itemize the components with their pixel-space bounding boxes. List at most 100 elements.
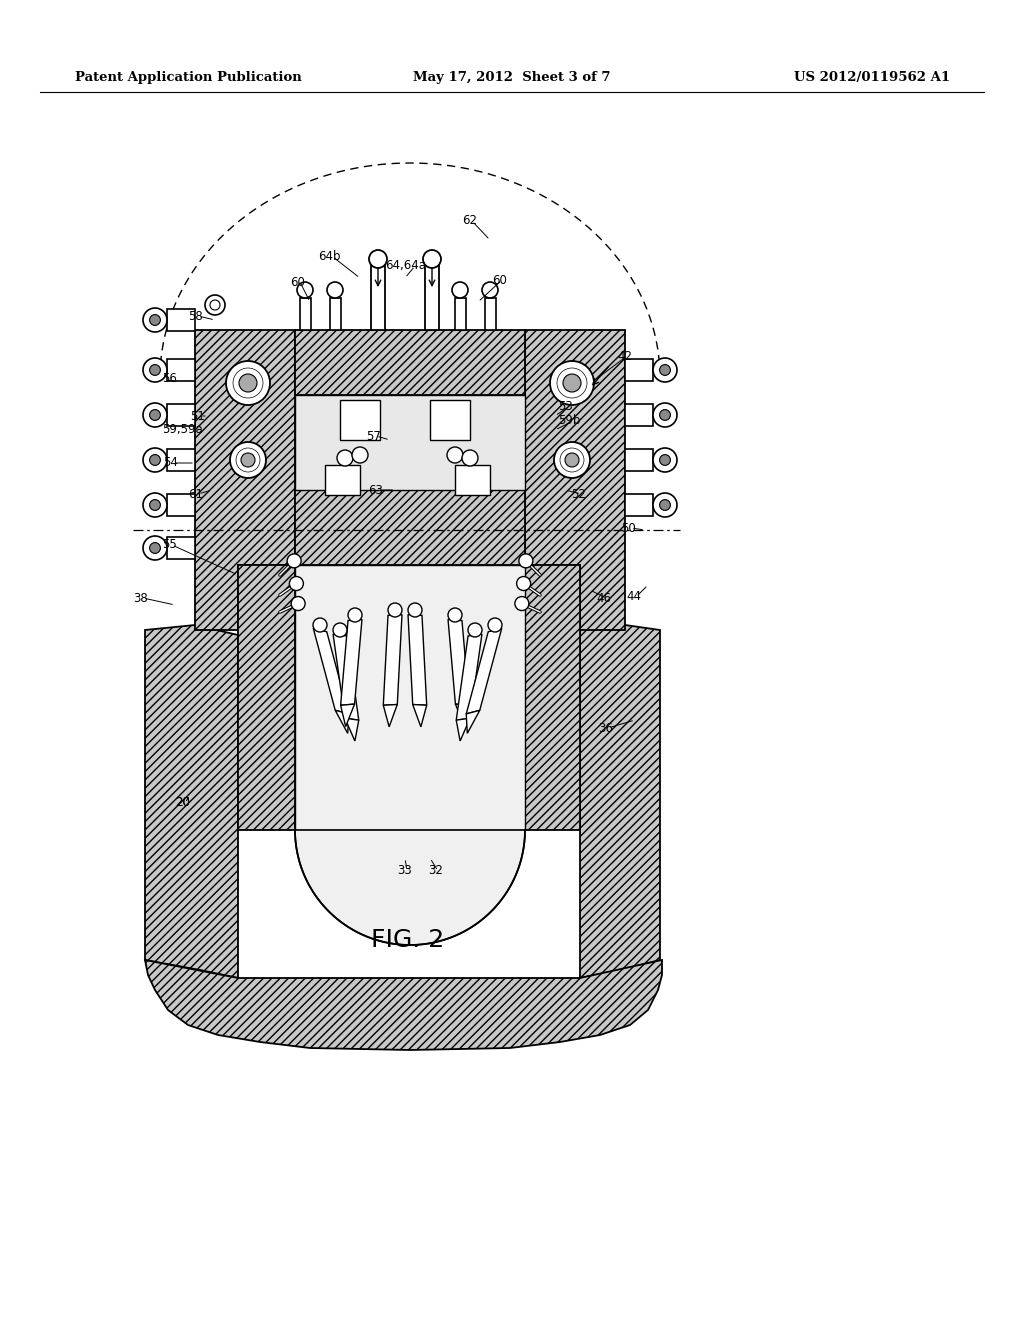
Circle shape bbox=[388, 603, 402, 616]
Circle shape bbox=[143, 447, 167, 473]
Circle shape bbox=[550, 360, 594, 405]
Circle shape bbox=[150, 364, 161, 375]
Polygon shape bbox=[295, 830, 525, 945]
Text: 63: 63 bbox=[368, 483, 383, 496]
Text: 54: 54 bbox=[163, 457, 178, 470]
Circle shape bbox=[150, 543, 161, 553]
Text: 20: 20 bbox=[175, 796, 189, 809]
Polygon shape bbox=[345, 718, 358, 741]
Text: 20: 20 bbox=[175, 796, 189, 809]
Circle shape bbox=[462, 450, 478, 466]
Circle shape bbox=[515, 597, 528, 611]
Circle shape bbox=[452, 282, 468, 298]
Circle shape bbox=[408, 603, 422, 616]
Bar bbox=[371, 265, 385, 330]
Circle shape bbox=[143, 492, 167, 517]
Bar bbox=[425, 265, 439, 330]
Circle shape bbox=[290, 577, 303, 590]
Circle shape bbox=[210, 300, 220, 310]
Circle shape bbox=[659, 499, 671, 511]
Polygon shape bbox=[456, 704, 469, 726]
Polygon shape bbox=[413, 705, 427, 727]
Text: 64,64a: 64,64a bbox=[385, 260, 426, 272]
Polygon shape bbox=[408, 615, 427, 705]
Polygon shape bbox=[295, 330, 525, 395]
Bar bbox=[300, 298, 311, 330]
Circle shape bbox=[143, 308, 167, 333]
Bar bbox=[167, 494, 195, 516]
Polygon shape bbox=[383, 615, 402, 705]
Circle shape bbox=[519, 554, 532, 568]
Bar bbox=[485, 298, 496, 330]
Circle shape bbox=[337, 450, 353, 466]
Circle shape bbox=[659, 364, 671, 375]
Polygon shape bbox=[525, 565, 580, 830]
Text: 50: 50 bbox=[621, 521, 636, 535]
Circle shape bbox=[297, 282, 313, 298]
Circle shape bbox=[143, 358, 167, 381]
Circle shape bbox=[226, 360, 270, 405]
Text: 58: 58 bbox=[188, 309, 203, 322]
Polygon shape bbox=[295, 565, 525, 830]
Text: 57: 57 bbox=[366, 429, 381, 442]
Circle shape bbox=[150, 499, 161, 511]
Polygon shape bbox=[449, 619, 469, 705]
Polygon shape bbox=[525, 330, 625, 630]
Polygon shape bbox=[383, 705, 397, 727]
Circle shape bbox=[291, 597, 305, 611]
Circle shape bbox=[653, 403, 677, 426]
Circle shape bbox=[327, 282, 343, 298]
Polygon shape bbox=[238, 565, 295, 830]
Bar bbox=[625, 404, 653, 426]
Circle shape bbox=[143, 403, 167, 426]
Polygon shape bbox=[145, 960, 662, 1049]
Bar bbox=[455, 298, 466, 330]
Circle shape bbox=[563, 374, 581, 392]
Text: 62: 62 bbox=[462, 214, 477, 227]
Circle shape bbox=[150, 314, 161, 326]
Polygon shape bbox=[466, 710, 480, 734]
Circle shape bbox=[313, 618, 327, 632]
Circle shape bbox=[449, 609, 462, 622]
Text: 42: 42 bbox=[617, 350, 632, 363]
Circle shape bbox=[653, 447, 677, 473]
Text: 64b: 64b bbox=[318, 251, 341, 264]
Text: 32: 32 bbox=[428, 865, 442, 878]
Text: Patent Application Publication: Patent Application Publication bbox=[75, 71, 302, 84]
Polygon shape bbox=[333, 634, 358, 721]
Bar bbox=[330, 298, 341, 330]
Text: 33: 33 bbox=[397, 865, 412, 878]
Text: 51: 51 bbox=[190, 409, 205, 422]
Circle shape bbox=[423, 249, 441, 268]
Text: 60: 60 bbox=[290, 276, 305, 289]
Circle shape bbox=[241, 453, 255, 467]
Text: 59,59a: 59,59a bbox=[162, 424, 203, 437]
Circle shape bbox=[150, 454, 161, 466]
Circle shape bbox=[565, 453, 579, 467]
Polygon shape bbox=[580, 624, 660, 978]
Bar bbox=[167, 449, 195, 471]
Text: 44: 44 bbox=[626, 590, 641, 603]
Bar bbox=[455, 465, 490, 495]
Text: 56: 56 bbox=[162, 371, 177, 384]
Bar bbox=[167, 359, 195, 381]
Bar bbox=[625, 494, 653, 516]
Circle shape bbox=[659, 409, 671, 420]
Bar bbox=[340, 400, 380, 440]
Bar bbox=[430, 400, 470, 440]
Circle shape bbox=[468, 623, 482, 638]
Circle shape bbox=[653, 358, 677, 381]
Text: 59b: 59b bbox=[558, 414, 581, 428]
Polygon shape bbox=[457, 634, 482, 721]
Bar bbox=[167, 309, 195, 331]
Circle shape bbox=[205, 294, 225, 315]
Circle shape bbox=[348, 609, 362, 622]
Bar bbox=[625, 449, 653, 471]
Text: 52: 52 bbox=[571, 487, 586, 500]
Text: FIG. 2: FIG. 2 bbox=[372, 928, 444, 952]
Bar bbox=[167, 404, 195, 426]
Circle shape bbox=[653, 492, 677, 517]
Polygon shape bbox=[195, 330, 295, 630]
Text: 53: 53 bbox=[558, 400, 572, 413]
Circle shape bbox=[369, 249, 387, 268]
